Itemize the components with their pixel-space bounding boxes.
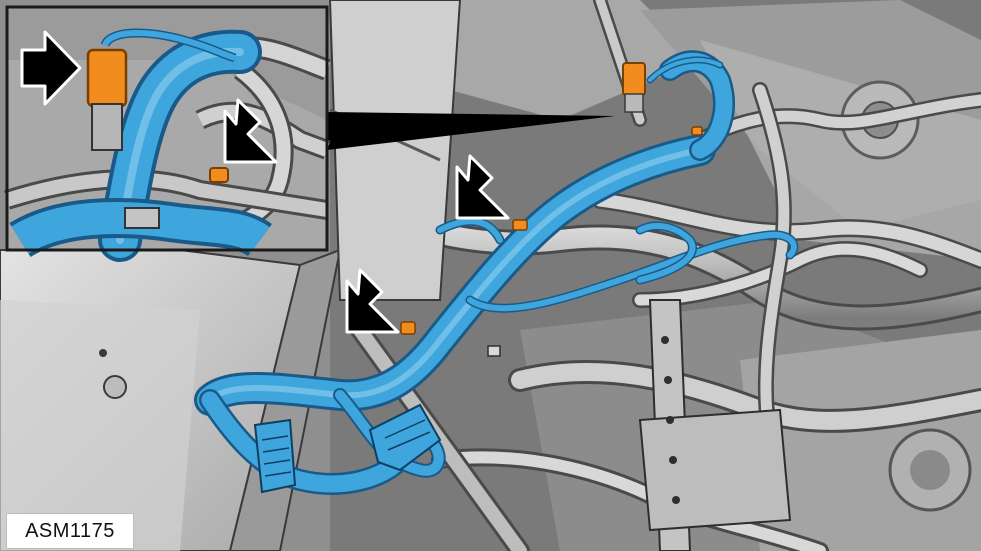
wiring-harness: [194, 50, 799, 495]
mounting-bracket: [638, 299, 792, 551]
arrow-inset-clip: [223, 98, 278, 164]
arrow-harness-clip-upper: [455, 154, 510, 220]
body-panel: [0, 0, 462, 551]
detail-inset-frame: [5, 5, 329, 252]
detail-inset: [3, 7, 331, 262]
figure-reference-code: ASM1175: [6, 513, 134, 549]
arrow-harness-clip-lower: [345, 268, 400, 334]
callout-pointer: [327, 112, 615, 150]
engine-pipes: [347, 0, 981, 551]
indicator-arrows: [20, 30, 510, 334]
arrow-inset-connector: [20, 30, 82, 106]
harness-connectors: [253, 345, 501, 494]
orange-connectors: [400, 62, 703, 335]
